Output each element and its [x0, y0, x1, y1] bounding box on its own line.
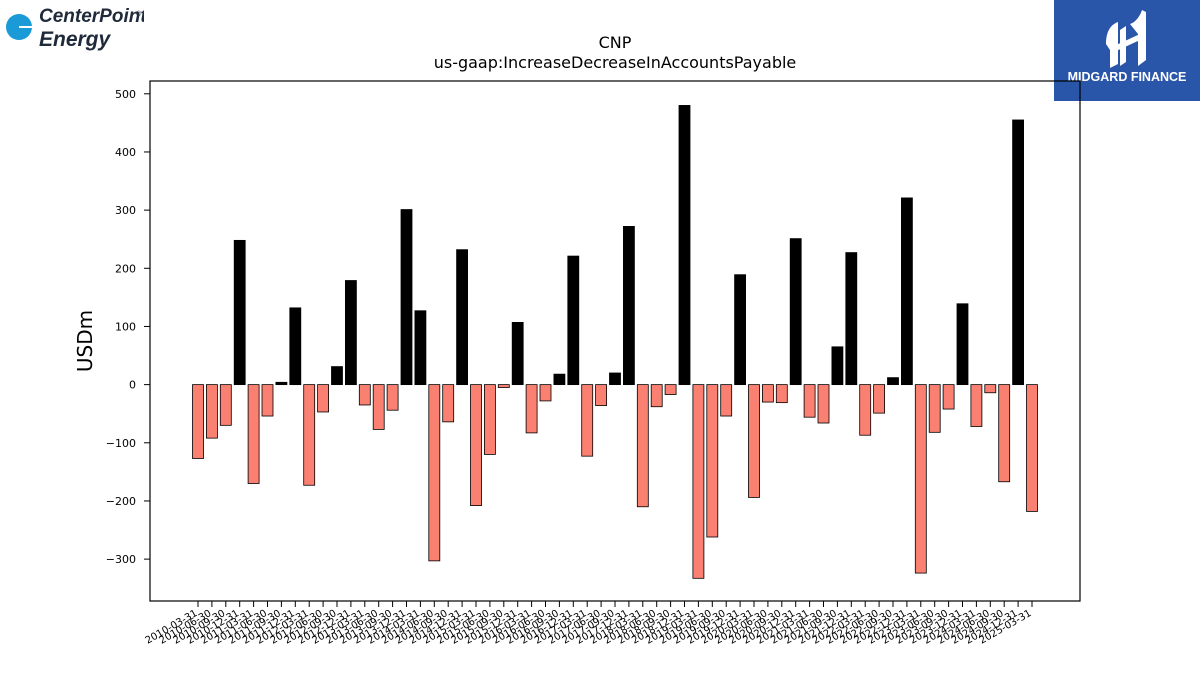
bar-2013-03-31	[358, 384, 371, 406]
bar-2016-03-31	[525, 384, 538, 434]
bar-2011-09-30	[275, 381, 288, 386]
bar-2011-12-31	[289, 307, 302, 386]
y-tick-label: 100	[115, 320, 136, 333]
bar-2020-12-31	[789, 238, 802, 386]
bar-2020-09-30	[775, 384, 788, 404]
bar-2015-03-31	[470, 384, 482, 506]
centerpoint-logo-word2: Energy	[39, 28, 112, 51]
bar-2012-03-31	[303, 384, 316, 486]
bar-2024-06-30	[984, 384, 997, 394]
bar-2023-09-30	[942, 384, 955, 410]
bar-2021-12-31	[845, 252, 858, 386]
y-axis-ticks: −300 −200 −100 0 100 200 300 400 500	[106, 88, 150, 566]
chart-subtitle: us-gaap:IncreaseDecreaseInAccountsPayabl…	[434, 53, 797, 72]
bar-2010-03-31	[192, 384, 204, 459]
y-tick-label: −300	[106, 553, 136, 566]
bar-2014-12-31	[456, 249, 469, 386]
bar-2024-12-31	[1012, 119, 1024, 386]
bar-2011-03-31	[247, 384, 260, 484]
bar-2014-03-31	[414, 310, 427, 386]
bar-2021-03-31	[803, 384, 816, 418]
bar-2023-12-31	[956, 303, 969, 386]
midgard-logo-mark	[1106, 10, 1146, 68]
bar-2019-09-30	[720, 384, 733, 417]
bar-2022-12-31	[901, 197, 913, 386]
bar-2015-06-30	[483, 384, 496, 455]
centerpoint-energy-logo: CenterPoint ® Energy	[4, 4, 147, 54]
bar-2023-03-31	[914, 384, 927, 574]
bar-2012-12-31	[344, 280, 357, 386]
bar-2016-06-30	[539, 384, 552, 402]
bar-2018-12-31	[678, 105, 691, 386]
bar-2013-06-30	[372, 384, 385, 430]
y-tick-label: −100	[106, 437, 136, 450]
bar-2018-06-30	[650, 384, 663, 408]
bar-2013-09-30	[386, 384, 399, 411]
bar-2025-03-31	[1026, 384, 1038, 512]
chart-title: CNP	[599, 33, 632, 52]
bar-2021-06-30	[817, 384, 830, 424]
bar-2010-06-30	[205, 384, 218, 439]
bar-2022-03-31	[859, 384, 872, 436]
bar-2012-09-30	[331, 366, 343, 386]
y-tick-label: 500	[115, 88, 136, 101]
bar-2022-09-30	[887, 377, 899, 386]
bar-2019-06-30	[706, 384, 719, 538]
y-tick-label: 200	[115, 262, 136, 275]
midgard-logo-graphic: MIDGARD FINANCE	[1068, 10, 1187, 84]
bar-2022-06-30	[873, 384, 885, 414]
bar-2024-03-31	[970, 384, 983, 427]
bar-2018-09-30	[664, 384, 677, 395]
bar-2019-12-31	[734, 274, 746, 386]
bar-2017-06-30	[595, 384, 607, 406]
bar-2015-09-30	[497, 384, 510, 388]
centerpoint-logo-registered: ®	[136, 10, 142, 18]
y-tick-label: −200	[106, 495, 136, 508]
bar-2021-09-30	[831, 346, 844, 386]
x-axis-ticks: 2010-03-312010-06-302010-09-302010-12-31…	[144, 601, 1034, 647]
y-tick-label: 0	[129, 379, 136, 392]
centerpoint-logo-graphic: CenterPoint ® Energy	[6, 6, 147, 51]
bar-2010-09-30	[219, 384, 232, 426]
bar-2015-12-31	[511, 321, 524, 386]
bar-2012-06-30	[317, 384, 330, 413]
midgard-logo-text: MIDGARD FINANCE	[1068, 70, 1187, 84]
bar-2016-09-30	[553, 373, 566, 386]
midgard-finance-logo: MIDGARD FINANCE	[1054, 0, 1200, 101]
y-tick-label: 400	[115, 146, 136, 159]
bar-2014-09-30	[442, 384, 455, 423]
bar-2024-09-30	[998, 384, 1011, 483]
bar-2016-12-31	[567, 255, 580, 386]
bar-2010-12-31	[233, 239, 246, 386]
bar-2017-12-31	[623, 226, 635, 386]
bar-2019-03-31	[692, 384, 705, 579]
bar-2023-06-30	[928, 384, 941, 433]
plot-frame	[149, 80, 1081, 602]
bars-group	[192, 105, 1038, 579]
bar-2020-06-30	[762, 384, 774, 403]
y-axis-label: USDm	[73, 310, 97, 372]
bar-2011-06-30	[261, 384, 274, 417]
bar-2020-03-31	[748, 384, 760, 498]
bar-2014-06-30	[428, 384, 441, 562]
bar-2018-03-31	[636, 384, 649, 508]
y-tick-label: 300	[115, 204, 136, 217]
centerpoint-logo-word1: CenterPoint	[39, 6, 144, 27]
bar-2017-03-31	[581, 384, 594, 457]
bar-2013-12-31	[400, 209, 413, 386]
bar-2017-09-30	[609, 372, 621, 386]
